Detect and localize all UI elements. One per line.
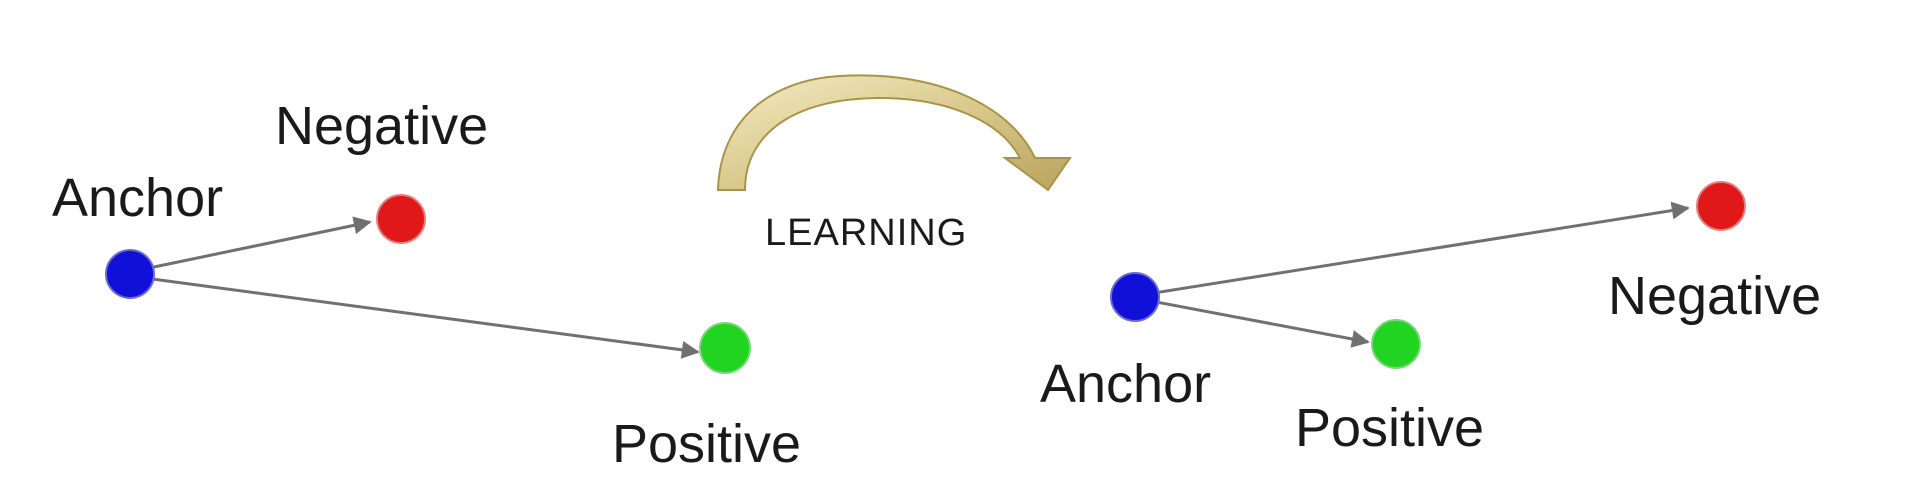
after-group: Anchor Negative Positive: [1040, 181, 1821, 458]
before-group: Anchor Negative Positive: [52, 96, 801, 474]
arrow-anchor-to-positive-before: [129, 274, 700, 359]
negative-node-after: [1696, 181, 1746, 231]
anchor-label-before: Anchor: [52, 168, 223, 228]
curved-arrow-icon: [716, 74, 1072, 192]
negative-label-before: Negative: [275, 96, 488, 156]
positive-label-before: Positive: [612, 414, 801, 474]
arrow-anchor-to-negative-after: [1134, 201, 1690, 298]
arrow-anchor-to-positive-after: [1134, 296, 1370, 348]
arrow-anchor-to-negative-before: [129, 216, 372, 274]
learning-transition: LEARNING: [716, 74, 1072, 254]
anchor-node-before: [105, 249, 155, 299]
negative-label-after: Negative: [1608, 266, 1821, 326]
positive-node-before: [699, 322, 751, 374]
positive-label-after: Positive: [1295, 398, 1484, 458]
positive-node-after: [1371, 319, 1421, 369]
anchor-label-after: Anchor: [1040, 354, 1211, 414]
learning-label: LEARNING: [765, 212, 967, 254]
anchor-node-after: [1110, 272, 1160, 322]
negative-node-before: [376, 194, 426, 244]
